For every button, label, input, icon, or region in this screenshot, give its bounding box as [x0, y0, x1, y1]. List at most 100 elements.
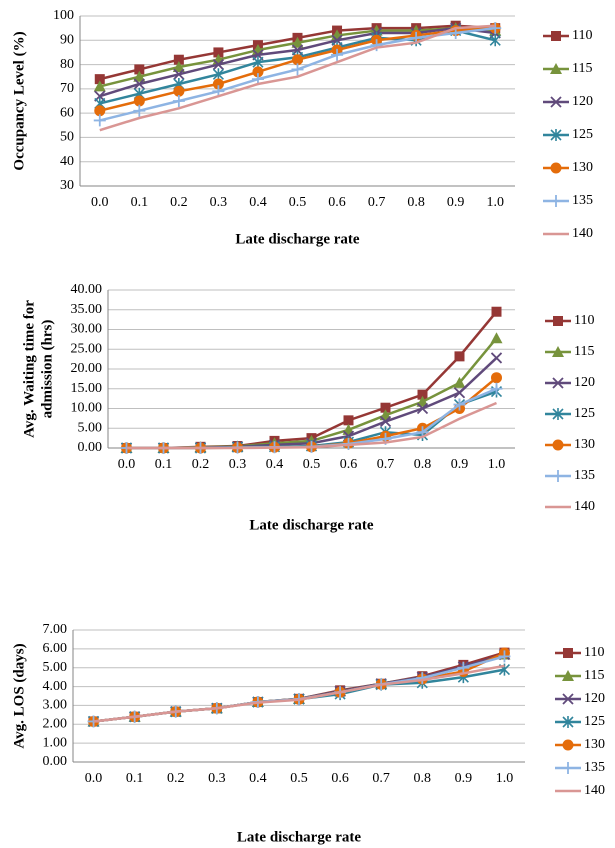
y-tick-label: 6.00 — [43, 641, 68, 656]
x-tick-label: 1.0 — [486, 195, 504, 210]
legend-label: 130 — [572, 160, 593, 175]
x-tick-label: 0.9 — [455, 771, 473, 786]
legend-label: 110 — [572, 28, 592, 43]
legend-marker — [552, 408, 564, 420]
marker — [370, 39, 383, 52]
y-tick-label: 80 — [60, 57, 74, 72]
y-tick-label: 0.00 — [43, 754, 68, 769]
marker — [380, 402, 391, 413]
marker — [292, 54, 303, 66]
marker — [212, 78, 224, 90]
x-tick-label: 0.4 — [249, 771, 267, 786]
marker — [133, 104, 146, 117]
x-tick-label: 0.2 — [167, 771, 185, 786]
y-tick-label: 10.00 — [71, 401, 103, 416]
legend-label: 115 — [574, 344, 594, 359]
x-tick-label: 0.7 — [372, 771, 390, 786]
marker — [133, 70, 146, 82]
line — [93, 653, 505, 723]
legend-label: 130 — [574, 437, 595, 452]
legend-marker — [562, 739, 574, 751]
y-axis-title: Avg. Waiting time for — [21, 300, 37, 438]
y-tick-label: 60 — [60, 105, 74, 120]
legend-marker — [563, 648, 573, 658]
legend-label: 110 — [584, 645, 604, 660]
legend-marker — [550, 96, 562, 108]
marker — [173, 85, 185, 97]
line — [126, 401, 497, 450]
legend-marker — [551, 31, 561, 41]
y-tick-label: 15.00 — [71, 381, 103, 396]
legend-marker — [550, 195, 562, 207]
x-tick-label: 0.4 — [249, 195, 267, 210]
legend-label: 135 — [584, 760, 605, 775]
x-axis-title: Late discharge rate — [249, 517, 373, 533]
y-tick-label: 40 — [60, 154, 74, 169]
x-tick-label: 0.8 — [414, 457, 432, 472]
marker — [331, 48, 344, 61]
x-axis-title: Late discharge rate — [237, 829, 361, 845]
legend-label: 120 — [574, 375, 595, 390]
marker — [454, 351, 465, 362]
legend-label: 115 — [572, 61, 592, 76]
legend-marker — [562, 716, 574, 728]
marker — [94, 105, 106, 117]
legend-label: 130 — [584, 737, 605, 752]
x-tick-label: 0.5 — [289, 195, 307, 210]
marker — [134, 64, 145, 75]
legend-marker — [550, 63, 562, 74]
marker — [212, 68, 224, 81]
legend-label: 120 — [572, 94, 593, 109]
y-tick-label: 7.00 — [43, 622, 68, 637]
y-tick-label: 1.00 — [43, 735, 68, 750]
x-tick-label: 0.7 — [368, 195, 386, 210]
y-tick-label: 90 — [60, 33, 74, 48]
x-tick-label: 0.3 — [210, 195, 228, 210]
marker — [172, 95, 185, 107]
x-tick-label: 0.4 — [266, 457, 284, 472]
y-tick-label: 30 — [60, 178, 74, 193]
y-tick-label: 4.00 — [43, 679, 68, 694]
y-tick-label: 50 — [60, 130, 74, 145]
legend-label: 110 — [574, 313, 594, 328]
marker — [490, 332, 503, 344]
legend-label: 140 — [572, 226, 593, 241]
legend-label: 135 — [574, 468, 595, 483]
legend-marker — [562, 693, 574, 705]
legend-label: 125 — [574, 406, 595, 421]
x-tick-label: 0.3 — [229, 457, 247, 472]
x-tick-label: 0.6 — [331, 771, 349, 786]
legend-marker — [552, 346, 564, 357]
y-tick-label: 0.00 — [78, 440, 103, 455]
legend-label: 135 — [572, 193, 593, 208]
series — [94, 22, 501, 102]
legend-label: 120 — [584, 691, 605, 706]
legend-marker — [562, 762, 574, 774]
marker — [213, 47, 224, 58]
x-tick-label: 0.8 — [407, 195, 425, 210]
x-tick-label: 0.5 — [303, 457, 321, 472]
marker — [489, 22, 502, 35]
line — [93, 664, 505, 723]
marker — [94, 74, 105, 85]
x-tick-label: 0.8 — [414, 771, 432, 786]
x-tick-label: 0.1 — [155, 457, 173, 472]
legend-label: 115 — [584, 668, 604, 683]
x-tick-label: 0.0 — [85, 771, 103, 786]
marker — [133, 78, 145, 90]
legend-marker — [553, 316, 563, 326]
y-tick-label: 30.00 — [71, 322, 103, 337]
legend-marker — [550, 129, 562, 141]
marker — [173, 68, 185, 80]
x-tick-label: 0.0 — [118, 457, 136, 472]
y-tick-label: 40.00 — [71, 282, 103, 297]
marker — [489, 34, 501, 47]
x-tick-label: 0.9 — [447, 195, 465, 210]
x-tick-label: 0.3 — [208, 771, 226, 786]
x-tick-label: 1.0 — [496, 771, 514, 786]
x-tick-label: 0.1 — [131, 195, 149, 210]
y-tick-label: 3.00 — [43, 698, 68, 713]
legend-label: 125 — [572, 127, 593, 142]
